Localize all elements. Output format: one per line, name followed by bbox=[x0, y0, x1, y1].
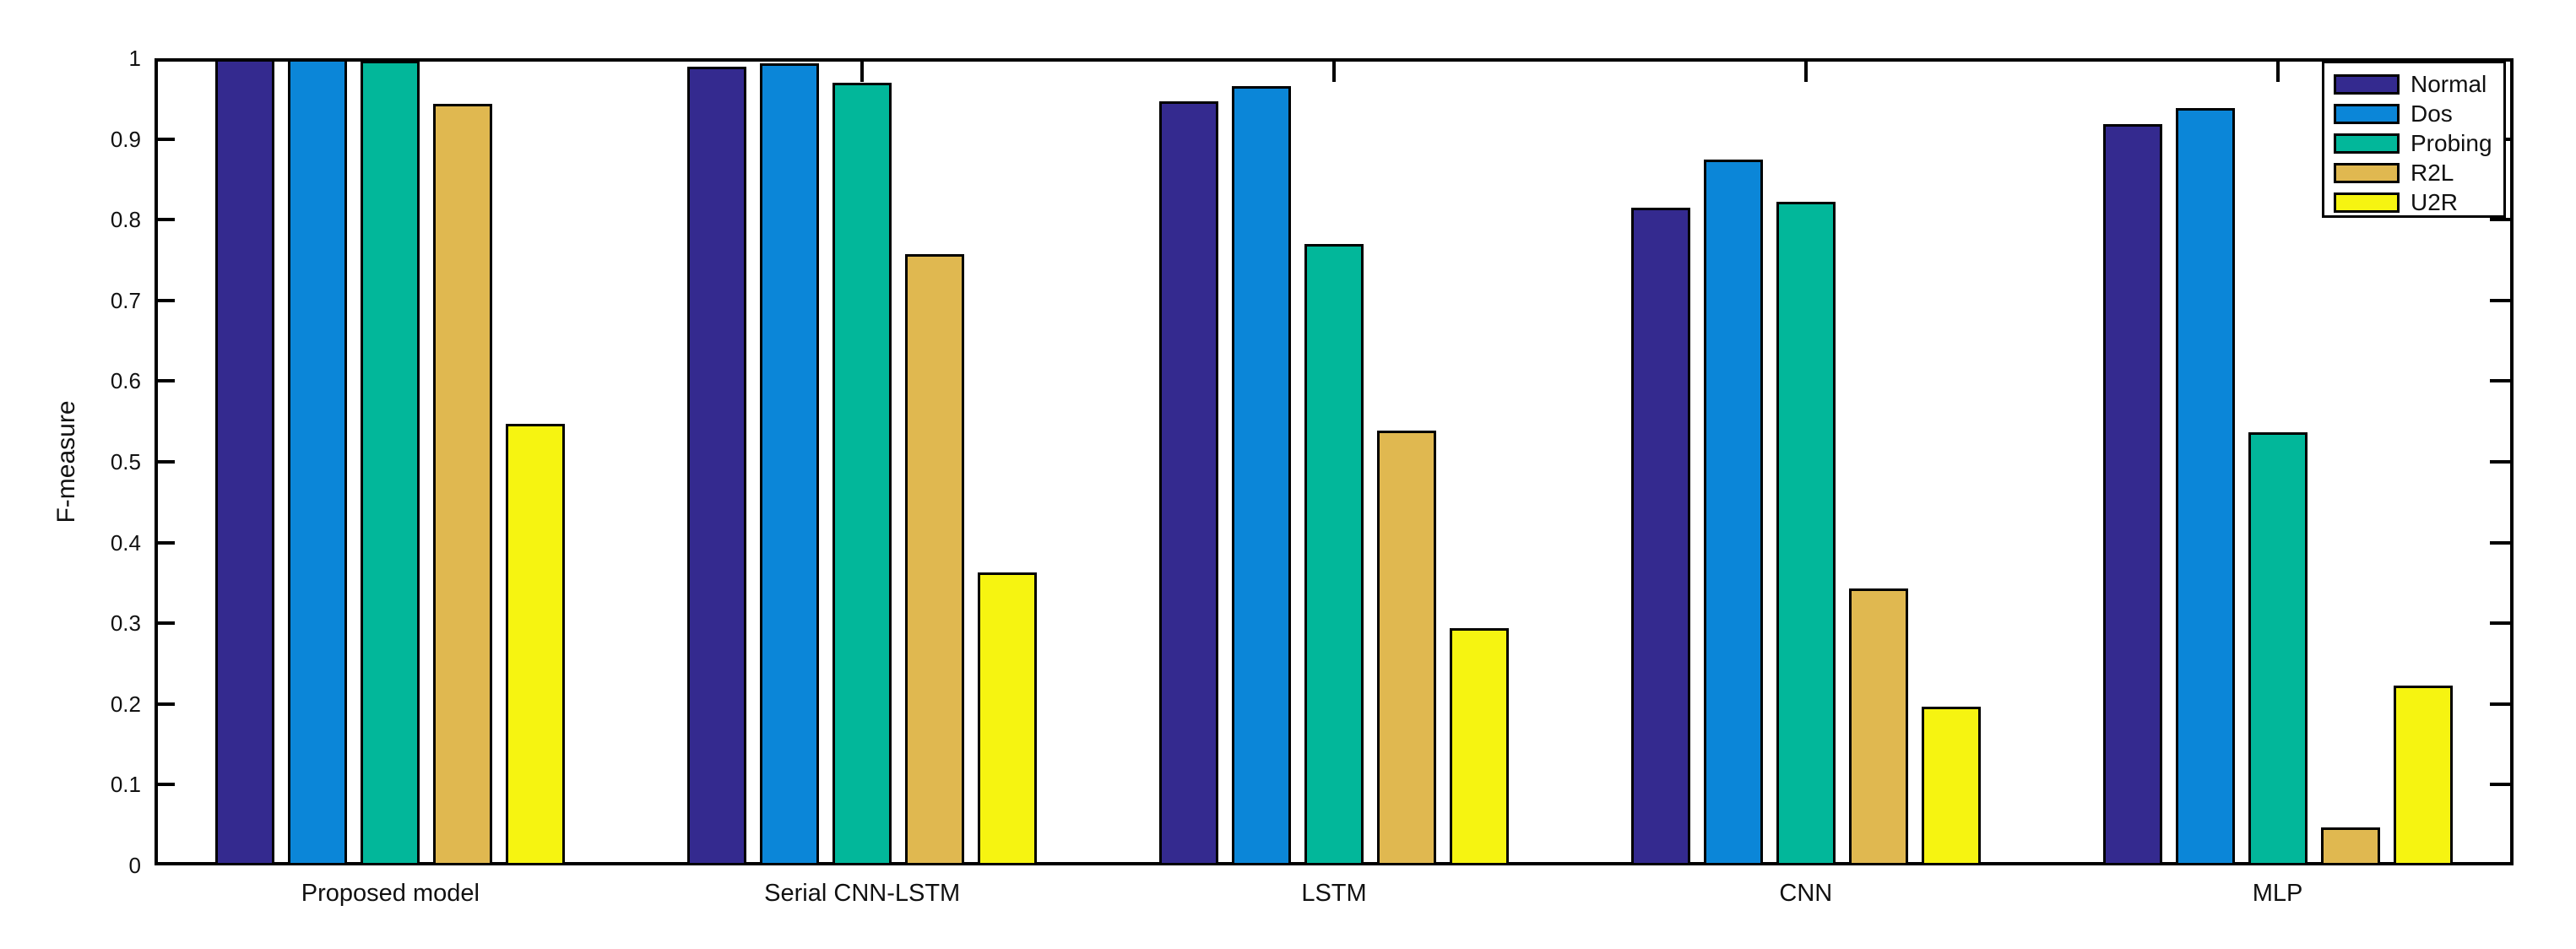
bar-r2l-group5 bbox=[2320, 827, 2380, 865]
legend: Normal Dos Probing R2L U2R bbox=[2322, 61, 2506, 218]
legend-row: Probing bbox=[2334, 128, 2503, 158]
y-tick-mark-left bbox=[155, 621, 175, 626]
y-tick-mark-left bbox=[155, 540, 175, 545]
y-tick-label: 0.2 bbox=[110, 691, 141, 717]
y-tick-mark-left bbox=[155, 137, 175, 141]
bar-probing-group3 bbox=[1304, 243, 1364, 865]
legend-label: Probing bbox=[2411, 129, 2492, 156]
y-tick-label: 0.4 bbox=[110, 529, 141, 556]
y-tick-label: 1 bbox=[128, 46, 141, 71]
y-tick-mark-left bbox=[155, 218, 175, 222]
x-tick-mark-top bbox=[1803, 62, 1808, 82]
y-tick-mark-right bbox=[2490, 379, 2510, 383]
x-tick-label: Serial CNN-LSTM bbox=[764, 880, 961, 907]
y-tick-mark-right bbox=[2490, 460, 2510, 464]
y-tick-mark-right bbox=[2490, 702, 2510, 706]
y-tick-mark-left bbox=[155, 460, 175, 464]
bar-normal-group5 bbox=[2102, 124, 2162, 865]
y-tick-mark-left bbox=[155, 379, 175, 383]
bar-u2r-group3 bbox=[1450, 627, 1509, 865]
bar-normal-group2 bbox=[687, 66, 747, 865]
y-tick-mark-left bbox=[155, 783, 175, 787]
bar-dos-group3 bbox=[1232, 85, 1291, 865]
x-tick-label: Proposed model bbox=[301, 880, 480, 907]
bar-normal-group4 bbox=[1630, 207, 1690, 865]
bar-normal-group3 bbox=[1159, 100, 1218, 865]
bar-r2l-group4 bbox=[1848, 588, 1908, 865]
y-tick-label: 0.3 bbox=[110, 610, 141, 637]
x-tick-label: CNN bbox=[1779, 880, 1833, 907]
legend-row: Dos bbox=[2334, 99, 2503, 128]
y-tick-label: 0.6 bbox=[110, 368, 141, 394]
legend-label: Dos bbox=[2411, 100, 2453, 127]
legend-label: R2L bbox=[2411, 159, 2454, 186]
legend-label: U2R bbox=[2411, 188, 2459, 215]
legend-label: Normal bbox=[2411, 70, 2487, 97]
y-tick-mark-right bbox=[2490, 298, 2510, 302]
bar-probing-group5 bbox=[2248, 431, 2308, 865]
legend-row: R2L bbox=[2334, 158, 2503, 187]
legend-swatch-icon bbox=[2334, 103, 2400, 124]
y-tick-label: 0.5 bbox=[110, 449, 141, 474]
bar-dos-group4 bbox=[1703, 159, 1763, 865]
legend-row: U2R bbox=[2334, 187, 2503, 217]
y-tick-mark-right bbox=[2490, 540, 2510, 545]
bar-u2r-group1 bbox=[506, 424, 566, 865]
legend-swatch-icon bbox=[2334, 162, 2400, 183]
y-tick-label: 0.7 bbox=[110, 287, 141, 313]
y-tick-label: 0.1 bbox=[110, 772, 141, 798]
legend-swatch-icon bbox=[2334, 73, 2400, 95]
x-tick-mark-top bbox=[860, 62, 865, 82]
x-tick-mark-top bbox=[1332, 62, 1336, 82]
bar-probing-group4 bbox=[1776, 202, 1836, 865]
bar-probing-group1 bbox=[361, 60, 420, 865]
bar-dos-group2 bbox=[760, 62, 820, 865]
x-tick-label: MLP bbox=[2252, 880, 2303, 907]
x-tick-label: LSTM bbox=[1301, 880, 1367, 907]
y-tick-label: 0.8 bbox=[110, 207, 141, 233]
y-tick-label: 0.9 bbox=[110, 126, 141, 152]
legend-swatch-icon bbox=[2334, 192, 2400, 213]
y-tick-mark-right bbox=[2490, 621, 2510, 626]
bar-dos-group5 bbox=[2175, 108, 2235, 865]
bar-r2l-group2 bbox=[905, 254, 965, 865]
bar-probing-group2 bbox=[832, 82, 892, 865]
bar-normal-group1 bbox=[215, 58, 275, 865]
bar-u2r-group4 bbox=[1921, 706, 1981, 865]
x-tick-mark-top bbox=[2275, 62, 2280, 82]
bar-r2l-group3 bbox=[1377, 430, 1436, 865]
y-tick-mark-left bbox=[155, 298, 175, 302]
y-tick-mark-right bbox=[2490, 783, 2510, 787]
bar-u2r-group5 bbox=[2393, 685, 2453, 865]
legend-row: Normal bbox=[2334, 69, 2503, 99]
bar-r2l-group1 bbox=[433, 103, 493, 865]
y-tick-mark-right bbox=[2490, 218, 2510, 222]
y-tick-label: 0 bbox=[128, 853, 141, 878]
y-tick-mark-left bbox=[155, 702, 175, 706]
bar-dos-group1 bbox=[288, 58, 348, 865]
bar-u2r-group2 bbox=[978, 572, 1038, 865]
legend-swatch-icon bbox=[2334, 133, 2400, 154]
